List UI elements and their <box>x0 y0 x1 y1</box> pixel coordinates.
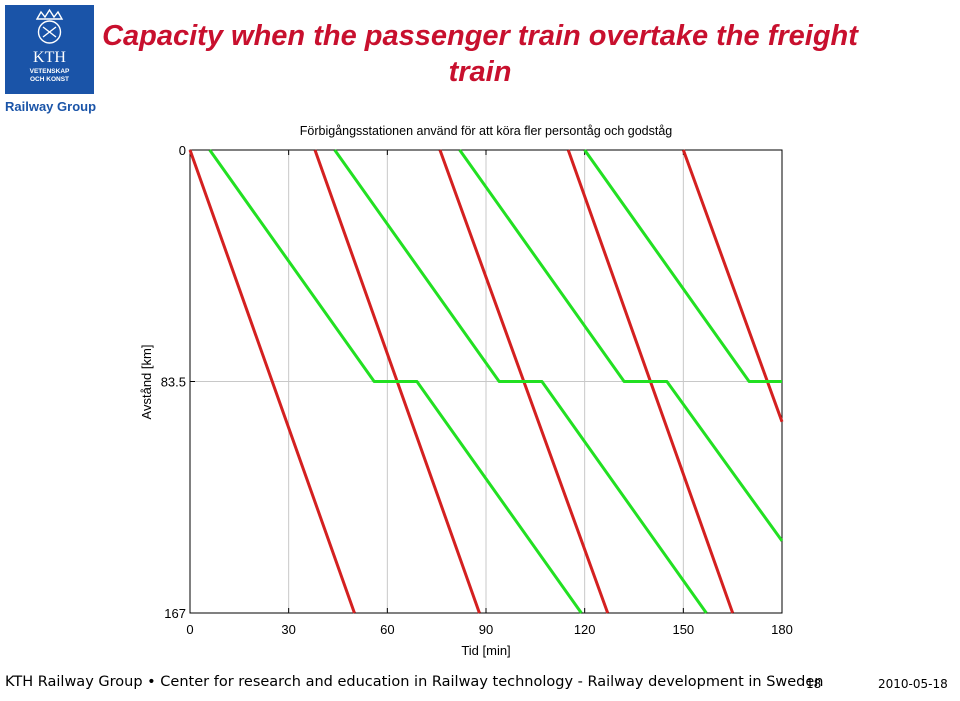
footer: KTH Railway Group • Center for research … <box>0 671 960 701</box>
freight-train-line <box>583 149 782 383</box>
chart-title: Förbigångsstationen använd för att köra … <box>300 124 673 138</box>
grid-lines <box>190 150 782 613</box>
y-tick-label: 83.5 <box>161 375 186 390</box>
passenger-train-line <box>188 149 356 614</box>
freight-train-line <box>208 149 583 614</box>
svg-text:OCH KONST: OCH KONST <box>30 76 69 83</box>
y-axis-label: Avstånd [km] <box>139 345 154 420</box>
x-tick-label: 60 <box>380 622 394 637</box>
group-label: Railway Group <box>5 99 97 114</box>
svg-text:KTH: KTH <box>33 49 66 66</box>
x-tick-label: 150 <box>672 622 694 637</box>
slide-title: Capacity when the passenger train overta… <box>102 20 858 88</box>
x-tick-label: 90 <box>479 622 493 637</box>
x-tick-label: 120 <box>574 622 596 637</box>
freight-train-line <box>333 149 708 614</box>
x-tick-label: 30 <box>281 622 295 637</box>
y-tick-label: 167 <box>164 606 186 621</box>
y-tick-label: 0 <box>179 143 186 158</box>
slide-date: 2010-05-18 <box>878 677 948 691</box>
chart: 0 30 60 90 120 150 180 0 83.5 167 Förbigångsstati… <box>139 124 793 658</box>
kth-logo: KTH VETENSKAP OCH KONST <box>5 5 94 94</box>
series-lines <box>188 149 784 614</box>
passenger-train-line <box>681 149 784 423</box>
x-axis-label: Tid [min] <box>461 643 510 658</box>
kth-crest-icon: KTH VETENSKAP OCH KONST <box>5 5 94 94</box>
x-tick-label: 0 <box>186 622 193 637</box>
x-tick-label: 180 <box>771 622 793 637</box>
footer-text: KTH Railway Group • Center for research … <box>5 674 824 690</box>
page-number: 18 <box>806 677 822 691</box>
axis-ticks: 0 30 60 90 120 150 180 0 83.5 167 <box>161 143 793 637</box>
svg-text:VETENSKAP: VETENSKAP <box>30 68 70 75</box>
freight-train-line <box>458 149 784 542</box>
